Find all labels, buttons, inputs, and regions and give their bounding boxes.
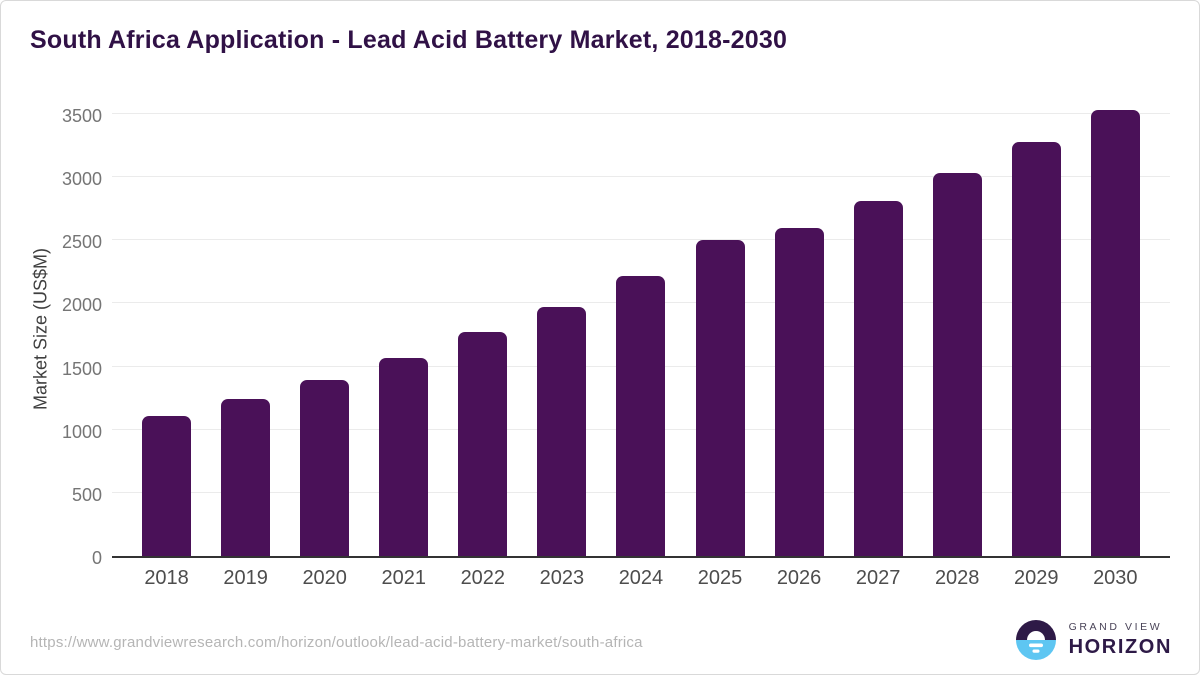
plot-area: 0 500 1000 1500 2000 2500 3000 3500 xyxy=(62,99,1170,567)
bar-2027 xyxy=(853,201,903,556)
y-tick-label-2500: 2500 xyxy=(61,232,102,253)
horizon-logo-icon xyxy=(1015,620,1056,660)
gridline-3000 xyxy=(112,176,1170,178)
x-tick-label-2022: 2022 xyxy=(460,567,506,589)
bar-2025 xyxy=(695,240,745,556)
bar-2029 xyxy=(1011,142,1061,556)
bar-2022 xyxy=(458,332,508,556)
y-tick-label-500: 500 xyxy=(71,484,102,505)
brand-logo: GRAND VIEW HORIZON xyxy=(1014,618,1172,662)
y-tick-label-1500: 1500 xyxy=(61,358,102,379)
x-tick-label-2026: 2026 xyxy=(776,567,822,589)
x-tick-label-2021: 2021 xyxy=(381,567,427,589)
bar-2021 xyxy=(379,358,429,556)
bar-2030 xyxy=(1090,110,1140,556)
chart-title: South Africa Application - Lead Acid Bat… xyxy=(30,26,788,54)
bar-2028 xyxy=(932,173,982,556)
bar-2018 xyxy=(142,416,192,556)
gridline-3500 xyxy=(112,113,1170,114)
y-tick-label-0: 0 xyxy=(91,548,102,568)
y-tick-label-3000: 3000 xyxy=(61,169,102,190)
logo-text: GRAND VIEW HORIZON xyxy=(1069,621,1172,659)
y-tick-label-2000: 2000 xyxy=(61,295,102,316)
chart: 0 500 1000 1500 2000 2500 3000 3500 2018 2019 202… xyxy=(62,99,1170,590)
bar-2024 xyxy=(616,276,666,556)
x-tick-label-2030: 2030 xyxy=(1093,567,1138,589)
logo-line-grand-view: GRAND VIEW xyxy=(1068,621,1163,633)
bar-2023 xyxy=(537,307,587,556)
x-tick-label-2028: 2028 xyxy=(934,567,980,589)
x-tick-label-2019: 2019 xyxy=(223,567,268,589)
gridline-2500 xyxy=(112,239,1170,241)
x-tick-label-2029: 2029 xyxy=(1014,567,1059,589)
y-tick-label-1000: 1000 xyxy=(61,421,102,442)
x-tick-label-2018: 2018 xyxy=(144,567,189,589)
logo-line-horizon: HORIZON xyxy=(1068,636,1172,658)
x-axis-labels: 2018 2019 2020 2021 2022 2023 2024 2025 2026 2027… xyxy=(112,567,1170,590)
bar-2020 xyxy=(300,380,350,556)
y-tick-label-3500: 3500 xyxy=(61,106,102,126)
x-tick-label-2024: 2024 xyxy=(618,567,664,589)
x-tick-label-2020: 2020 xyxy=(302,567,347,589)
y-axis-label: Market Size (US$M) xyxy=(30,247,51,411)
bar-series xyxy=(112,99,1170,556)
x-tick-label-2023: 2023 xyxy=(539,567,585,589)
bar-2026 xyxy=(774,228,824,556)
x-tick-label-2025: 2025 xyxy=(697,567,743,589)
x-tick-label-2027: 2027 xyxy=(855,567,901,589)
bar-2019 xyxy=(221,399,271,556)
source-url: https://www.grandviewresearch.com/horizo… xyxy=(30,634,643,651)
